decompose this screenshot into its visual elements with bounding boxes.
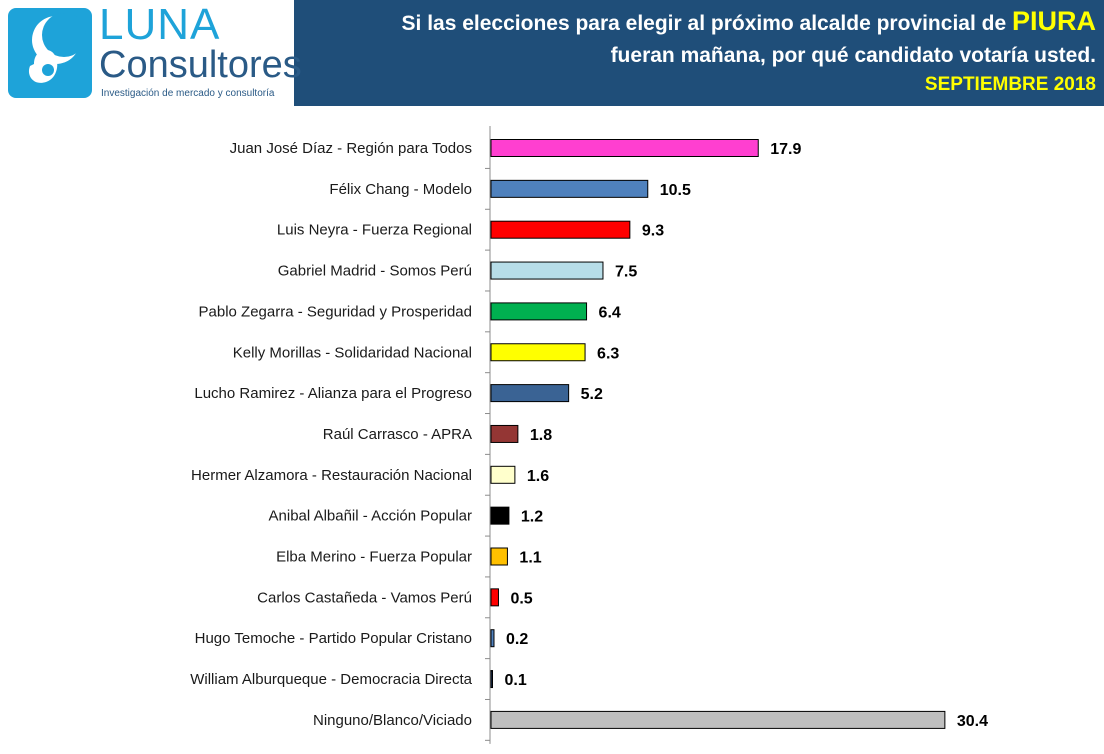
title-date: SEPTIEMBRE 2018 xyxy=(924,74,1096,95)
title-highlight: PIURA xyxy=(1011,6,1096,36)
data-label: 5.2 xyxy=(581,386,603,403)
bar xyxy=(490,465,516,484)
bar xyxy=(490,179,649,198)
data-label: 17.9 xyxy=(770,141,801,158)
bar xyxy=(490,139,759,157)
category-label: Juan José Díaz - Región para Todos xyxy=(230,140,472,157)
title-line-1: Si las elecciones para elegir al próximo… xyxy=(401,12,1007,35)
bar xyxy=(490,384,570,403)
luna-logo-icon xyxy=(8,8,92,98)
data-label: 1.1 xyxy=(519,550,541,567)
category-label: Elba Merino - Fuerza Popular xyxy=(276,549,472,566)
logo: LUNA Consultores Investigación de mercad… xyxy=(0,0,302,106)
category-label: Hugo Temoche - Partido Popular Cristano xyxy=(195,630,472,647)
header-banner: LUNA Consultores Investigación de mercad… xyxy=(0,0,1104,106)
bar xyxy=(490,424,519,443)
category-label: Lucho Ramirez - Alianza para el Progreso xyxy=(194,385,472,402)
data-label: 6.4 xyxy=(599,304,621,321)
category-label: Anibal Albañil - Acción Popular xyxy=(269,508,472,525)
bar xyxy=(490,547,508,566)
category-label: Luis Neyra - Fuerza Regional xyxy=(277,222,472,239)
bar xyxy=(490,506,510,525)
bar xyxy=(490,302,588,321)
bar xyxy=(490,220,631,239)
bar xyxy=(490,343,586,362)
category-label: Hermer Alzamora - Restauración Nacional xyxy=(191,467,472,484)
logo-brand-top: LUNA xyxy=(99,0,221,49)
bar-chart: Juan José Díaz - Región para Todos 17.9 Fé… xyxy=(190,126,988,744)
logo-tagline: Investigación de mercado y consultoría xyxy=(101,88,275,99)
page-title: Si las elecciones para elegir al próximo… xyxy=(306,4,1096,99)
data-label: 0.5 xyxy=(510,590,532,607)
bar xyxy=(490,710,946,729)
category-label: Pablo Zegarra - Seguridad y Prosperidad xyxy=(199,303,473,320)
category-label: Ninguno/Blanco/Viciado xyxy=(313,712,472,729)
category-label: William Alburqueque - Democracia Directa xyxy=(190,671,472,688)
data-label: 10.5 xyxy=(660,182,691,199)
data-label: 0.1 xyxy=(505,672,527,689)
logo-brand-bottom: Consultores xyxy=(99,44,302,86)
data-label: 1.6 xyxy=(527,468,549,485)
title-line-2: fueran mañana, por qué candidato votaría… xyxy=(610,44,1096,67)
bar xyxy=(490,629,495,648)
bar xyxy=(490,670,493,689)
category-label: Félix Chang - Modelo xyxy=(329,181,472,198)
bar xyxy=(490,261,604,280)
bar xyxy=(490,588,499,607)
category-label: Gabriel Madrid - Somos Perú xyxy=(278,263,472,280)
data-label: 0.2 xyxy=(506,631,528,648)
category-label: Kelly Morillas - Solidaridad Nacional xyxy=(233,344,472,361)
data-label: 9.3 xyxy=(642,223,664,240)
data-label: 7.5 xyxy=(615,264,637,281)
category-label: Raúl Carrasco - APRA xyxy=(323,426,472,443)
data-label: 1.2 xyxy=(521,509,543,526)
data-label: 30.4 xyxy=(957,713,988,730)
data-label: 1.8 xyxy=(530,427,552,444)
category-label: Carlos Castañeda - Vamos Perú xyxy=(257,589,472,606)
data-label: 6.3 xyxy=(597,345,619,362)
